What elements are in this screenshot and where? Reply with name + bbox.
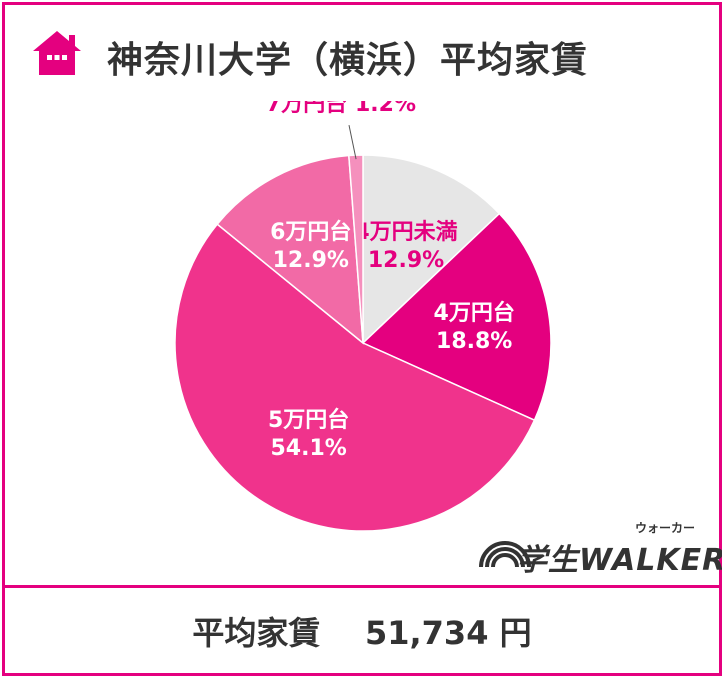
pie-slice [361, 212, 552, 422]
rings-logo-icon [479, 541, 531, 568]
brand-logo: ウォーカー 学生WALKER [475, 517, 722, 581]
page-title: 神奈川大学（横浜）平均家賃 [107, 40, 589, 81]
logo-text: 学生WALKER [517, 543, 722, 578]
pie-chart: 4万円未満12.9%4万円台18.8%5万円台54.1%6万円台12.9%7万円… [174, 101, 552, 532]
logo-small-text: ウォーカー [635, 521, 696, 535]
pie-slice [362, 154, 501, 345]
average-rent-label: 平均家賃 [192, 613, 321, 652]
pie-slice [348, 154, 364, 344]
average-rent-footer: 平均家賃 51,734 円 [5, 588, 719, 673]
slice-label: 7万円台 1.2% [266, 101, 416, 117]
pie-slice [216, 154, 364, 345]
slice-category-label: 4万円未満 [354, 219, 457, 245]
slice-value-label: 12.9% [273, 248, 349, 273]
chart-area: 4万円未満 12.9% 4万円台 18.8% 5万円台 54.1% 6万円台 12.9% 7万円… [5, 101, 722, 587]
divider [5, 585, 719, 588]
slice-value-label: 12.9% [368, 248, 444, 273]
pie-slice [174, 223, 536, 532]
slice-category-label: 5万円台 [268, 407, 349, 433]
average-rent-value: 51,734 円 [364, 613, 532, 652]
house-icon [33, 31, 81, 75]
header: 神奈川大学（横浜）平均家賃 [5, 5, 719, 101]
slice-category-label: 6万円台 [270, 219, 351, 245]
leader-line [348, 125, 357, 160]
slice-value-label: 18.8% [436, 329, 512, 354]
slice-category-label: 4万円台 [434, 300, 515, 326]
slice-value-label: 54.1% [270, 436, 346, 461]
